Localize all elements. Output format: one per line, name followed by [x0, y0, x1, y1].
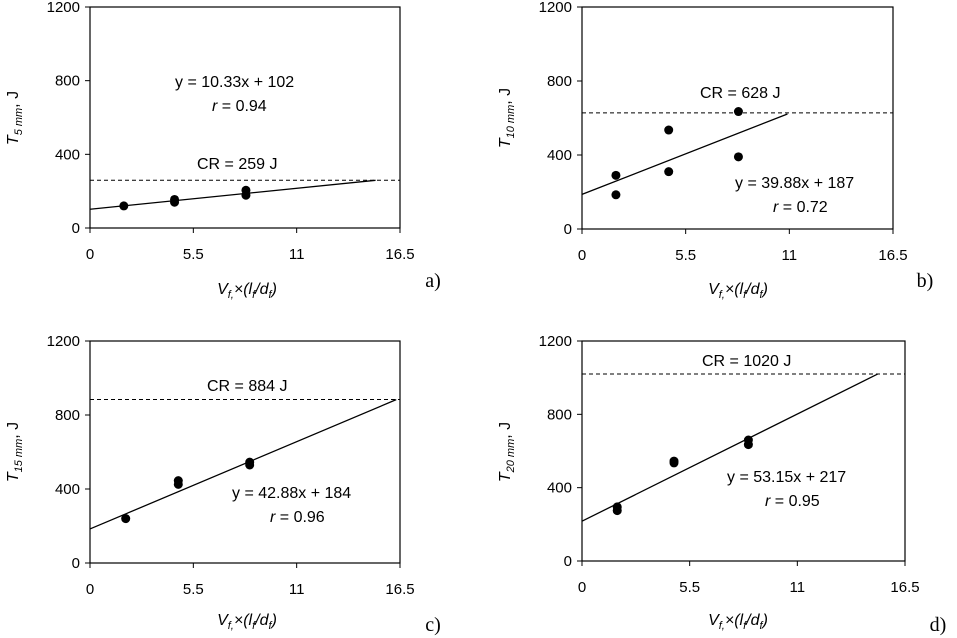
panel-b: 0 400 800 1200 0 5.5 11 16.5 y = 39.88x + 187 r =… — [497, 0, 933, 301]
y-tick-label: 0 — [564, 221, 572, 238]
x-tick-label: 16.5 — [385, 246, 414, 263]
data-point — [611, 190, 621, 200]
regression-line — [581, 113, 788, 196]
cr-label: CR = 259 J — [197, 156, 277, 173]
panel-c: 0 400 800 1200 0 5.5 11 16.5 y = 42.88x + 184 r =… — [5, 333, 441, 636]
r-value: = 0.96 — [275, 509, 324, 526]
y-axis-label: T5 mm, J — [5, 91, 25, 145]
plot-frame — [89, 6, 401, 229]
x-tick-label: 0 — [86, 246, 94, 263]
y-tick-label: 400 — [55, 481, 80, 498]
y-axis-label: T20 mm, J — [497, 422, 517, 482]
x-tick-label: 5.5 — [675, 247, 696, 264]
y-axis-label: T15 mm, J — [5, 422, 25, 482]
data-point — [170, 194, 180, 204]
regression-line — [89, 399, 397, 530]
r-symbol: r — [270, 509, 276, 526]
data-point — [241, 185, 251, 195]
data-point — [733, 152, 743, 162]
data-point — [245, 457, 255, 467]
data-point — [664, 167, 674, 177]
x-tick-label: 0 — [86, 581, 94, 598]
data-point — [664, 125, 674, 135]
x-tick-label: 16.5 — [890, 579, 919, 596]
plot-frame — [89, 340, 401, 564]
r-value-label: r = 0.96 — [270, 509, 325, 526]
plot-frame — [581, 6, 894, 230]
y-tick-label: 400 — [547, 480, 572, 497]
x-tick-label: 5.5 — [679, 579, 700, 596]
y-tick-label: 0 — [72, 220, 80, 237]
x-tick-label: 11 — [782, 247, 798, 264]
plot-frame — [581, 340, 906, 562]
data-point — [743, 435, 753, 445]
x-axis-label: Vf,×(lf/df) — [217, 281, 277, 301]
r-symbol: r — [212, 98, 218, 115]
y-tick-label: 1200 — [539, 0, 572, 16]
y-tick-label: 0 — [72, 555, 80, 572]
equation-label: y = 53.15x + 217 — [727, 469, 846, 486]
data-point — [669, 456, 679, 466]
y-tick-label: 400 — [55, 146, 80, 163]
x-axis-label: Vf,×(lf/df) — [708, 612, 768, 632]
cr-label: CR = 628 J — [700, 85, 780, 102]
cr-label: CR = 1020 J — [702, 353, 791, 370]
x-tick-label: 0 — [578, 247, 586, 264]
data-point — [121, 514, 131, 524]
x-axis-label: Vf,×(lf/df) — [708, 281, 768, 301]
panel-a: 0 400 800 1200 0 5.5 11 16.5 y = 10.33x + 102 r =… — [5, 0, 441, 301]
r-value: = 0.95 — [770, 493, 819, 510]
x-axis-label: Vf,×(lf/df) — [217, 612, 277, 632]
r-value-label: r = 0.95 — [765, 493, 820, 510]
y-tick-label: 0 — [564, 553, 572, 570]
y-tick-label: 800 — [547, 406, 572, 423]
x-tick-label: 16.5 — [385, 581, 414, 598]
x-tick-label: 0 — [578, 579, 586, 596]
y-tick-label: 1200 — [47, 0, 80, 16]
r-value: = 0.94 — [217, 98, 266, 115]
x-tick-label: 5.5 — [183, 246, 204, 263]
panel-label: c) — [425, 614, 441, 636]
x-tick-label: 11 — [289, 581, 305, 598]
r-value-label: r = 0.94 — [212, 98, 267, 115]
x-tick-label: 5.5 — [183, 581, 204, 598]
y-axis-label: T10 mm, J — [497, 88, 517, 148]
x-tick-label: 11 — [289, 246, 305, 263]
data-point — [733, 107, 743, 117]
y-tick-label: 1200 — [539, 333, 572, 350]
x-tick-label: 16.5 — [878, 247, 907, 264]
panel-label: d) — [930, 614, 947, 636]
equation-label: y = 10.33x + 102 — [175, 74, 294, 91]
data-point — [173, 476, 183, 486]
panel-label: a) — [425, 270, 441, 292]
data-point — [612, 502, 622, 512]
y-tick-label: 1200 — [47, 333, 80, 350]
data-point — [611, 170, 621, 180]
r-symbol: r — [765, 493, 771, 510]
cr-label: CR = 884 J — [207, 378, 287, 395]
regression-line — [581, 373, 878, 522]
panel-d: 0 400 800 1200 0 5.5 11 16.5 y = 53.15x + 217 r =… — [497, 333, 946, 636]
regression-line — [89, 179, 376, 210]
equation-label: y = 42.88x + 184 — [232, 485, 351, 502]
y-tick-label: 800 — [55, 73, 80, 90]
y-tick-label: 800 — [547, 73, 572, 90]
y-tick-label: 800 — [55, 407, 80, 424]
y-tick-label: 400 — [547, 147, 572, 164]
panel-label: b) — [917, 270, 934, 292]
r-value-label: r = 0.72 — [773, 199, 828, 216]
x-tick-label: 11 — [790, 579, 806, 596]
r-value: = 0.72 — [778, 199, 827, 216]
data-point — [119, 201, 129, 211]
r-symbol: r — [773, 199, 779, 216]
equation-label: y = 39.88x + 187 — [735, 175, 854, 192]
